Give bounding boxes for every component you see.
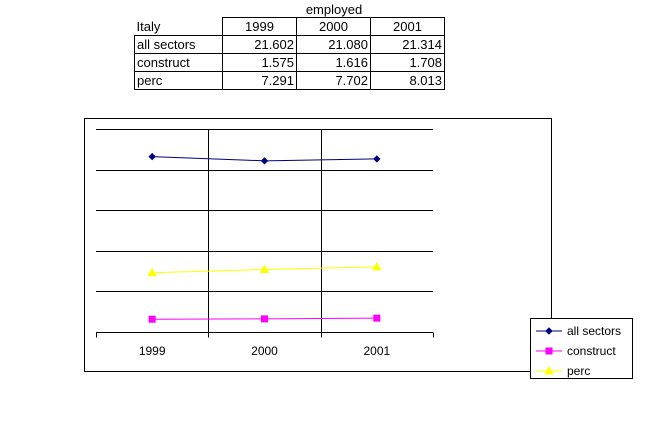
- data-point-perc: [259, 264, 270, 273]
- legend-swatch: [536, 365, 562, 375]
- table-cell[interactable]: 7.291: [222, 71, 297, 90]
- data-point-all-sectors: [260, 157, 269, 165]
- line-chart: 1999 2000 2001: [96, 129, 434, 358]
- data-point-construct: [148, 315, 156, 323]
- row-label[interactable]: all sectors: [134, 35, 223, 54]
- legend-item: construct: [531, 342, 632, 360]
- chart-area[interactable]: 1999 2000 2001 all sectors construct perc: [84, 118, 633, 379]
- table-row: construct 1.575 1.616 1.708: [134, 53, 445, 72]
- table-row: perc 7.291 7.702 8.013: [134, 71, 445, 90]
- legend-label: perc: [567, 364, 591, 378]
- legend-label: construct: [567, 344, 616, 358]
- table-cell[interactable]: 7.702: [296, 71, 371, 90]
- row-label[interactable]: perc: [134, 71, 223, 90]
- data-point-perc: [371, 261, 382, 271]
- data-point-all-sectors: [373, 155, 381, 163]
- column-header[interactable]: 1999: [222, 17, 297, 36]
- table-cell[interactable]: 21.602: [222, 35, 297, 54]
- table-cell[interactable]: 1.575: [222, 53, 297, 72]
- table-cell[interactable]: 21.080: [296, 35, 371, 54]
- data-table: Italy 1999 2000 2001 all sectors 21.602 …: [134, 17, 445, 90]
- column-header[interactable]: 2001: [370, 17, 445, 36]
- legend-item: all sectors: [531, 322, 632, 340]
- legend-label: all sectors: [567, 324, 622, 338]
- sheet-title: employed: [305, 2, 363, 17]
- x-tick-label: 2000: [251, 344, 278, 358]
- corner-label[interactable]: Italy: [134, 17, 223, 36]
- table-cell[interactable]: 8.013: [370, 71, 445, 90]
- table-cell[interactable]: 1.616: [296, 53, 371, 72]
- data-point-construct: [261, 315, 268, 323]
- table-cell[interactable]: 21.314: [370, 35, 445, 54]
- data-point-construct: [373, 314, 381, 322]
- legend-swatch: [536, 327, 562, 335]
- data-point-all-sectors: [148, 152, 156, 161]
- x-tick-label: 2001: [363, 344, 390, 358]
- table-cell[interactable]: 1.708: [370, 53, 445, 72]
- table-row: all sectors 21.602 21.080 21.314: [134, 35, 445, 54]
- legend-item: perc: [531, 362, 632, 380]
- x-tick-label: 1999: [139, 344, 166, 358]
- table-header-row: Italy 1999 2000 2001: [134, 17, 445, 36]
- column-header[interactable]: 2000: [296, 17, 371, 36]
- row-label[interactable]: construct: [134, 53, 223, 72]
- chart-legend[interactable]: all sectors construct perc: [530, 318, 633, 379]
- legend-swatch: [536, 347, 562, 355]
- data-point-perc: [147, 267, 158, 277]
